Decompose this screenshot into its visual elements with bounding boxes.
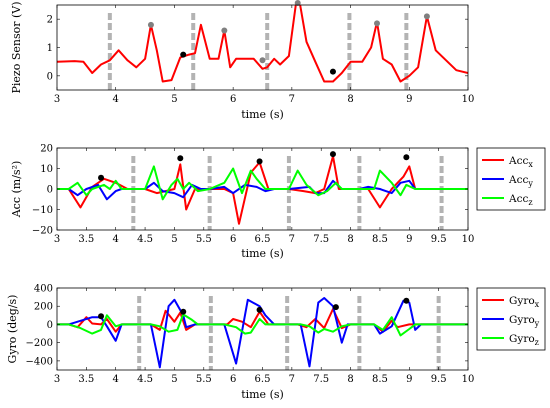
x-tick-label: 9.5 — [431, 234, 447, 245]
x-tick-label: 4 — [113, 374, 119, 385]
x-tick-label: 5 — [171, 94, 177, 105]
x-tick-label: 9 — [406, 234, 412, 245]
x-axis-label: time (s) — [241, 108, 284, 121]
x-axis-label: time (s) — [241, 388, 284, 401]
x-tick-label: 7.5 — [313, 374, 329, 385]
peak-marker — [329, 151, 336, 158]
x-tick-label: 5 — [171, 234, 177, 245]
y-axis-label: Gyro (deg/s) — [6, 295, 19, 364]
peak-marker — [180, 308, 187, 315]
chart-panel-2: 3 3.5 4 4.5 5 5.5 6 6.5 7 7.5 8 8.5 9 9.5 10 −20 −10 0 10 2… — [10, 144, 546, 260]
x-tick-label: 6.5 — [255, 234, 271, 245]
y-tick-label: 200 — [34, 302, 53, 313]
y-tick-label: −10 — [32, 205, 53, 216]
peak-marker — [147, 21, 154, 28]
x-tick-label: 7 — [289, 94, 295, 105]
peak-marker — [177, 155, 184, 162]
x-tick-label: 8 — [347, 374, 353, 385]
x-tick-label: 9 — [406, 374, 412, 385]
legend-entry: Gyroy — [509, 314, 540, 328]
peak-marker — [329, 68, 336, 75]
peak-marker — [256, 306, 263, 313]
x-tick-label: 10 — [462, 94, 475, 105]
x-tick-label: 8.5 — [372, 374, 388, 385]
y-tick-label: 400 — [34, 284, 53, 295]
x-tick-label: 10 — [462, 234, 475, 245]
x-tick-label: 8 — [347, 94, 353, 105]
x-tick-label: 9.5 — [431, 374, 447, 385]
x-tick-label: 3 — [54, 234, 60, 245]
peak-marker — [180, 51, 187, 58]
peak-marker — [256, 158, 263, 165]
x-tick-label: 8.5 — [372, 234, 388, 245]
legend-entry: Accy — [508, 174, 533, 188]
x-tick-label: 6 — [230, 94, 236, 105]
legend-entry: Gyroz — [509, 333, 539, 347]
y-tick-label: 2 — [47, 15, 53, 26]
y-tick-label: 20 — [40, 144, 53, 155]
legend-entry: Accx — [508, 155, 533, 169]
series-group — [57, 5, 468, 83]
y-axis-label: Acc (m/s²) — [10, 161, 23, 219]
x-tick-label: 4 — [113, 94, 119, 105]
x-axis-label: time (s) — [241, 247, 284, 260]
peak-marker — [294, 0, 301, 6]
x-tick-label: 7 — [289, 374, 295, 385]
series-line-3 — [57, 165, 468, 201]
y-tick-label: 0 — [47, 320, 53, 331]
x-tick-label: 10 — [462, 374, 475, 385]
x-tick-label: 5.5 — [196, 234, 212, 245]
y-axis-label: Piezo Sensor (V) — [10, 1, 23, 93]
x-tick-label: 3.5 — [78, 374, 94, 385]
peak-marker — [98, 313, 105, 320]
y-tick-label: −200 — [26, 338, 53, 349]
x-tick-label: 3 — [54, 94, 60, 105]
peak-marker — [423, 13, 430, 20]
peak-marker — [259, 57, 266, 64]
chart-panel-3: 3 3.5 4 4.5 5 5.5 6 6.5 7 7.5 8 8.5 9 9.5 10 −400 −200 0 2… — [6, 284, 546, 401]
y-tick-label: −20 — [32, 226, 53, 237]
peak-marker — [373, 20, 380, 27]
x-tick-label: 8 — [347, 234, 353, 245]
peak-marker — [332, 304, 339, 311]
x-tick-label: 3 — [54, 374, 60, 385]
chart-panel-1: 3 4 5 6 7 8 9 10 0 1 2 time (s) Piezo Sensor (V) — [10, 0, 474, 121]
x-tick-label: 7.5 — [313, 234, 329, 245]
peak-marker — [98, 174, 105, 181]
x-tick-label: 3.5 — [78, 234, 94, 245]
y-tick-label: 1 — [47, 43, 53, 54]
peak-marker — [403, 154, 410, 161]
x-tick-label: 6 — [230, 374, 236, 385]
series-group — [57, 297, 468, 369]
x-tick-label: 4.5 — [137, 374, 153, 385]
x-tick-label: 4.5 — [137, 234, 153, 245]
x-tick-label: 5.5 — [196, 374, 212, 385]
legend-entry: Gyrox — [509, 295, 540, 309]
series-line-3 — [57, 313, 468, 337]
series-group — [57, 155, 468, 225]
x-tick-label: 4 — [113, 234, 119, 245]
legend: Accx Accy Accz — [476, 147, 546, 211]
peak-marker — [403, 297, 410, 304]
peak-marker — [221, 27, 228, 34]
series-line-1 — [57, 5, 468, 83]
y-tick-label: 0 — [47, 71, 53, 82]
x-tick-label: 7 — [289, 234, 295, 245]
y-tick-label: −400 — [26, 356, 53, 367]
x-tick-label: 9 — [406, 94, 412, 105]
series-line-2 — [57, 179, 468, 201]
legend: Gyrox Gyroy Gyroz — [476, 287, 546, 351]
x-tick-label: 6 — [230, 234, 236, 245]
y-tick-label: 10 — [40, 164, 53, 175]
y-tick-label: 0 — [47, 185, 53, 196]
series-line-1 — [57, 155, 468, 225]
series-line-2 — [57, 297, 468, 369]
legend-entry: Accz — [508, 193, 533, 207]
x-tick-label: 6.5 — [255, 374, 271, 385]
x-tick-label: 5 — [171, 374, 177, 385]
